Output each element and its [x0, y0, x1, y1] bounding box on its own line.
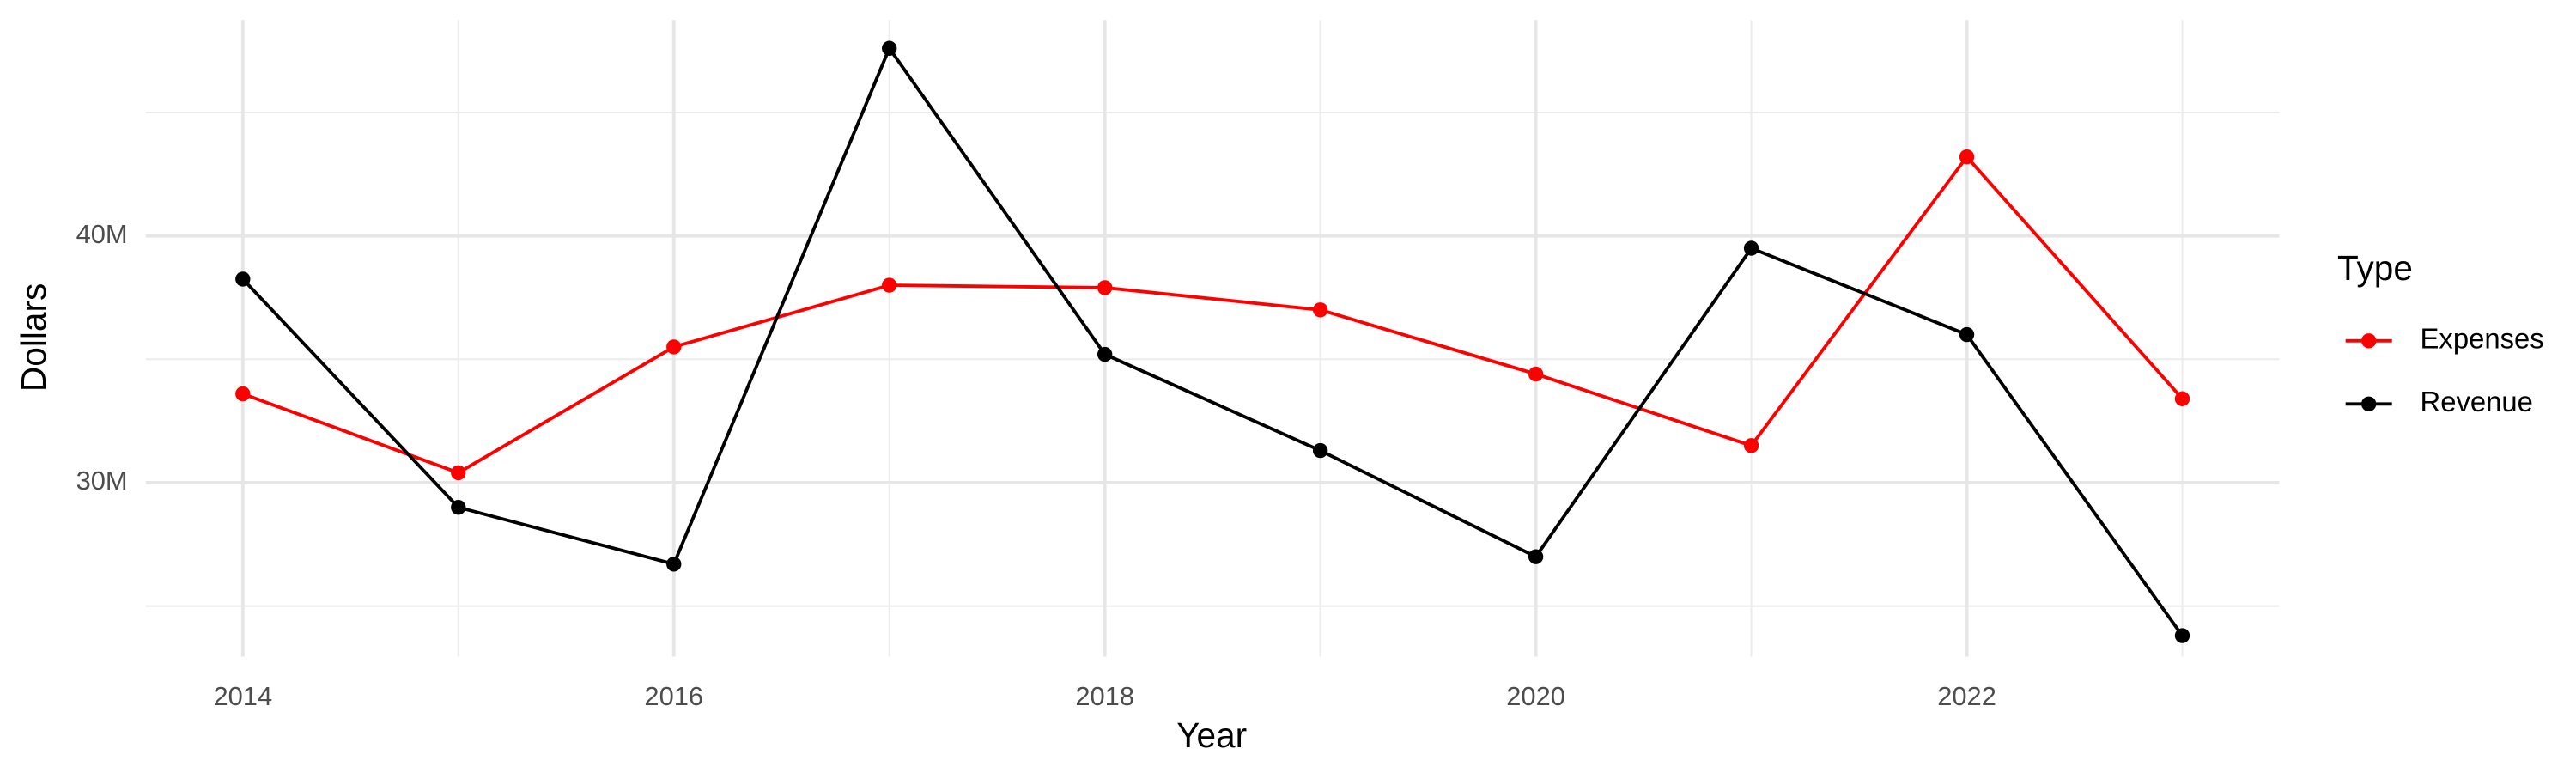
series-line [242, 154, 2184, 475]
x-axis-title: Year [1176, 715, 1247, 755]
data-point [1743, 240, 1759, 256]
data-point [1743, 438, 1759, 453]
y-tick-label: 30M [76, 466, 128, 496]
data-point [2174, 391, 2190, 406]
legend-label: Expenses [2421, 322, 2544, 354]
data-point [1528, 366, 1544, 382]
data-point [1097, 280, 1113, 295]
legend-swatch-point [2361, 333, 2377, 349]
x-tick-label: 2016 [644, 681, 703, 711]
data-point [235, 386, 251, 402]
data-point [1959, 326, 1975, 343]
data-point [882, 40, 897, 56]
y-tick-label: 40M [76, 219, 128, 249]
data-point [1097, 346, 1113, 362]
data-point [1959, 149, 1975, 165]
data-point [1312, 442, 1328, 459]
data-point [666, 339, 682, 355]
legend-title: Type [2337, 248, 2413, 288]
x-tick-label: 2020 [1506, 681, 1565, 711]
x-tick-label: 2014 [213, 681, 272, 711]
y-axis-title: Dollars [14, 283, 53, 392]
data-point [666, 557, 682, 572]
legend-swatch-point [2361, 396, 2377, 412]
series-line [241, 45, 2184, 637]
x-tick-label: 2022 [1937, 681, 1996, 711]
data-point [451, 465, 466, 481]
data-point [451, 499, 466, 515]
data-point [882, 277, 897, 293]
data-point [1312, 302, 1328, 318]
data-point [235, 271, 251, 287]
data-point [1528, 549, 1544, 564]
x-tick-label: 2018 [1075, 681, 1134, 711]
legend-label: Revenue [2421, 386, 2533, 417]
grid [145, 20, 2280, 657]
data-point [2174, 628, 2190, 643]
